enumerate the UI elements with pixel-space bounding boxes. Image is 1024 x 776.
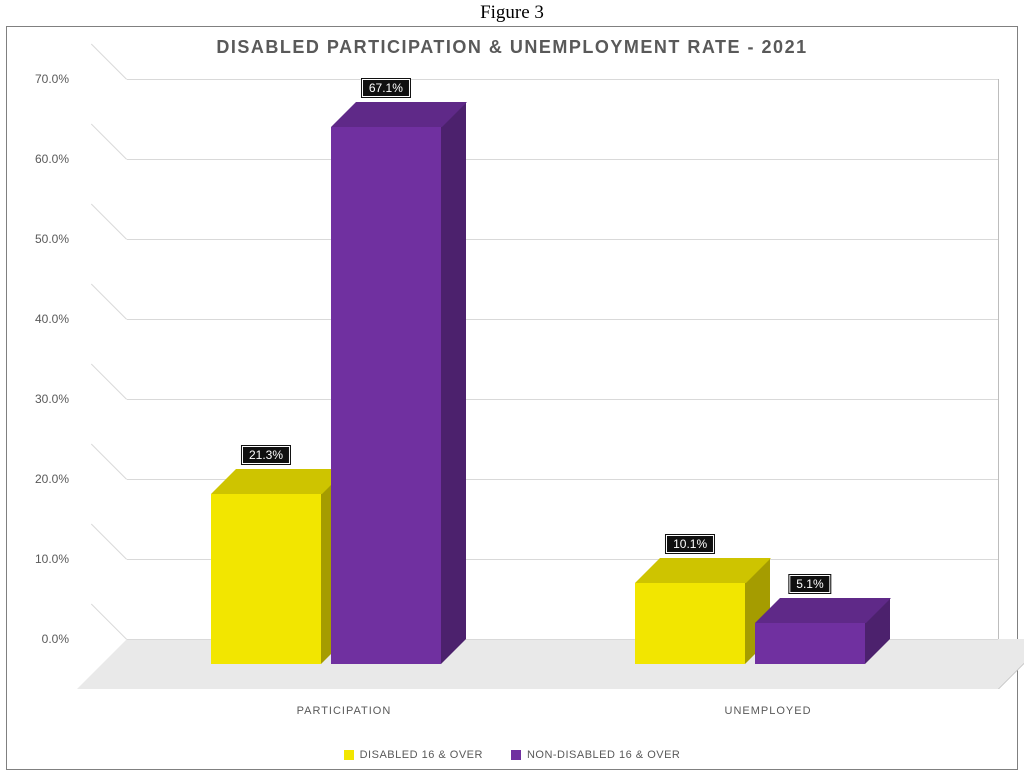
bar-front [635, 583, 746, 664]
bar-datalabel: 67.1% [362, 79, 410, 97]
bars-layer: PARTICIPATION21.3%67.1%UNEMPLOYED10.1%5.… [77, 79, 999, 689]
category-label: PARTICIPATION [297, 705, 392, 717]
chart-frame: DISABLED PARTICIPATION & UNEMPLOYMENT RA… [6, 26, 1018, 770]
legend: DISABLED 16 & OVER NON-DISABLED 16 & OVER [7, 749, 1017, 761]
legend-label: DISABLED 16 & OVER [360, 749, 483, 761]
bar-side [441, 102, 466, 664]
bar-datalabel: 21.3% [242, 446, 290, 464]
bar-datalabel: 5.1% [789, 575, 830, 593]
bar-front [211, 494, 322, 664]
bar: 10.1% [635, 583, 746, 664]
legend-item: DISABLED 16 & OVER [344, 749, 483, 761]
category-label: UNEMPLOYED [725, 705, 812, 717]
bar-front [755, 623, 866, 664]
chart-title: DISABLED PARTICIPATION & UNEMPLOYMENT RA… [7, 27, 1017, 62]
legend-item: NON-DISABLED 16 & OVER [511, 749, 680, 761]
page: Figure 3 DISABLED PARTICIPATION & UNEMPL… [0, 0, 1024, 776]
legend-swatch [511, 750, 521, 760]
legend-swatch [344, 750, 354, 760]
legend-label: NON-DISABLED 16 & OVER [527, 749, 680, 761]
bar: 67.1% [331, 127, 442, 664]
plot-area: 0.0%10.0%20.0%30.0%40.0%50.0%60.0%70.0% … [77, 79, 999, 689]
bar-front [331, 127, 442, 664]
bar-datalabel: 10.1% [666, 535, 714, 553]
bar: 21.3% [211, 494, 322, 664]
figure-caption: Figure 3 [0, 0, 1024, 24]
bar: 5.1% [755, 623, 866, 664]
